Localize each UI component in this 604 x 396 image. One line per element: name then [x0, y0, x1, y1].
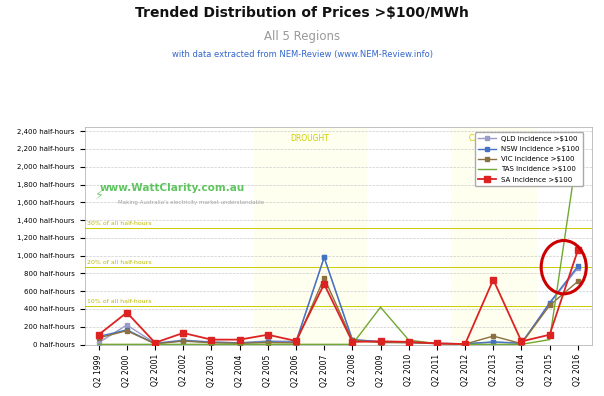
Text: with data extracted from NEM-Review (www.NEM-Review.info): with data extracted from NEM-Review (www… — [172, 50, 432, 59]
Text: 30% of all half-hours: 30% of all half-hours — [87, 221, 152, 227]
Text: www.WattClarity.com.au: www.WattClarity.com.au — [100, 183, 245, 193]
Text: CARBON TAX: CARBON TAX — [469, 134, 518, 143]
Text: 10% of all half-hours: 10% of all half-hours — [87, 299, 152, 304]
Legend: QLD Incidence >$100, NSW Incidence >$100, VIC Incidence >$100, TAS Incidence >$1: QLD Incidence >$100, NSW Incidence >$100… — [475, 132, 583, 186]
Text: 20% of all half-hours: 20% of all half-hours — [87, 260, 152, 265]
Bar — [451, 127, 536, 345]
Text: All 5 Regions: All 5 Regions — [264, 30, 340, 43]
Text: Trended Distribution of Prices >$100/MWh: Trended Distribution of Prices >$100/MWh — [135, 6, 469, 20]
Text: ⚡: ⚡ — [95, 189, 103, 202]
Text: Making Australia's electricity market understandable: Making Australia's electricity market un… — [118, 200, 263, 206]
Bar — [254, 127, 367, 345]
Text: DROUGHT: DROUGHT — [291, 134, 330, 143]
